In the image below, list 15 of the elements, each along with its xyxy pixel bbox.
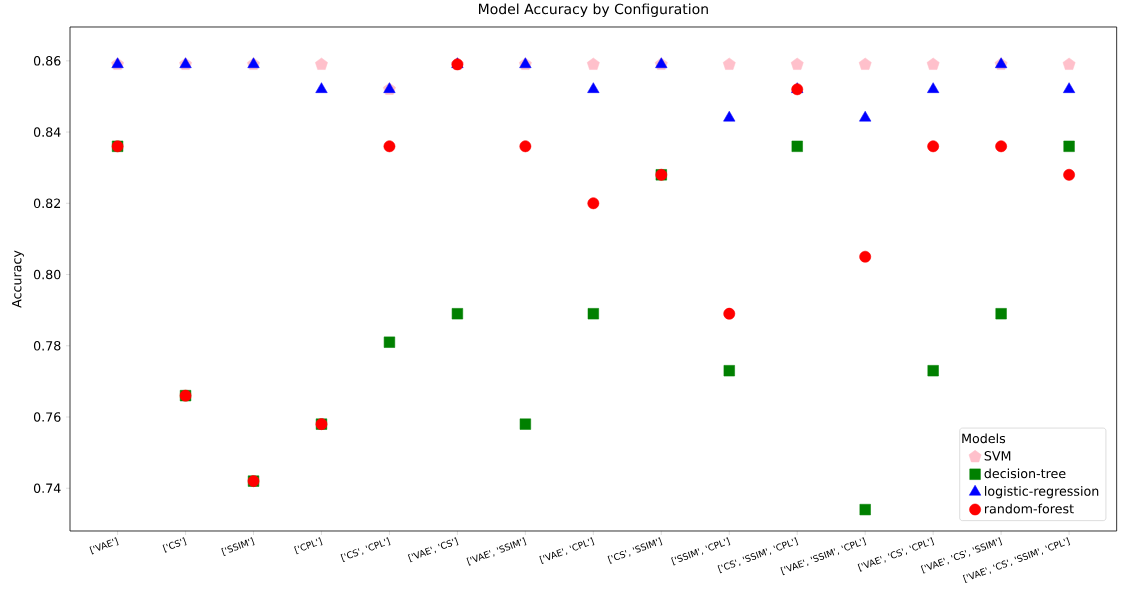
y-tick-label: 0.78 — [33, 340, 61, 351]
y-tick-label: 0.86 — [33, 56, 61, 66]
y-tick-label: 0.74 — [33, 483, 61, 494]
y-tick-label: 0.82 — [33, 198, 61, 209]
legend-label: logistic-regression — [985, 486, 1099, 499]
legend-title: Models — [962, 433, 1006, 444]
y-axis-title: Accuracy — [12, 250, 24, 308]
y-tick-label: 0.76 — [33, 412, 61, 422]
x-tick-label: ['CS', 'CPL'] — [340, 537, 391, 563]
legend-label: decision-tree — [984, 468, 1066, 479]
y-tick-label: 0.84 — [33, 127, 61, 137]
y-tick-label: 0.80 — [33, 269, 61, 280]
legend-label: SVM — [984, 451, 1011, 461]
chart-title: Model Accuracy by Configuration — [479, 3, 708, 17]
legend-label: random-forest — [984, 503, 1074, 514]
